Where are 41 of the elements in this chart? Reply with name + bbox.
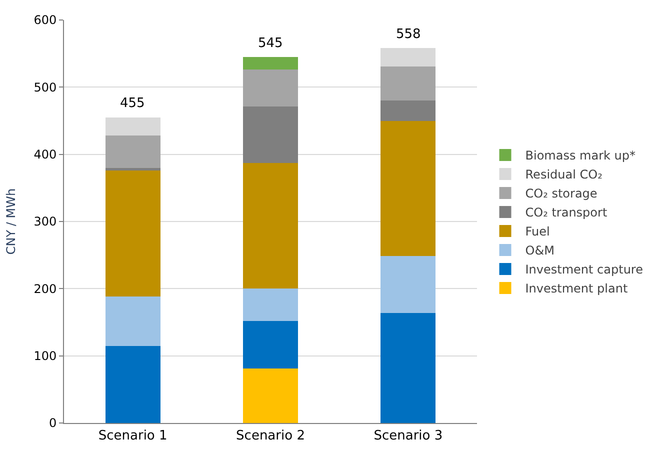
y-tick-label: 200 bbox=[34, 282, 57, 296]
bar bbox=[105, 136, 160, 168]
bar bbox=[105, 117, 160, 136]
y-tick-label: 500 bbox=[34, 80, 57, 94]
y-tick-label: 300 bbox=[34, 214, 57, 229]
bar bbox=[242, 163, 298, 289]
bar bbox=[105, 296, 160, 346]
bar bbox=[242, 368, 298, 423]
legend-label: O&M bbox=[525, 244, 554, 258]
bar bbox=[105, 346, 160, 423]
y-tick-label: 600 bbox=[34, 13, 57, 28]
bar bbox=[380, 66, 436, 101]
bar bbox=[105, 168, 160, 170]
total-label: 455 bbox=[120, 96, 145, 111]
legend-label: CO₂ storage bbox=[525, 186, 598, 201]
total-label: 545 bbox=[258, 36, 283, 51]
bar bbox=[380, 100, 436, 121]
x-tick-label: Scenario 2 bbox=[236, 428, 305, 444]
legend-label: Biomass mark up* bbox=[525, 148, 636, 163]
y-tick-label: 0 bbox=[48, 416, 57, 430]
legend-label: CO₂ transport bbox=[525, 206, 608, 220]
legend-label: Residual CO₂ bbox=[525, 168, 603, 182]
bar bbox=[380, 120, 436, 256]
y-axis-title: CNY / MWh bbox=[4, 188, 18, 255]
y-tick-label: 400 bbox=[34, 148, 57, 162]
bar bbox=[242, 106, 298, 164]
x-tick-label: Scenario 3 bbox=[374, 428, 443, 444]
bar bbox=[105, 170, 160, 297]
bar bbox=[242, 320, 298, 369]
x-tick-label: Scenario 1 bbox=[98, 428, 168, 444]
total-label: 558 bbox=[396, 27, 421, 42]
y-tick-label: 100 bbox=[34, 349, 57, 364]
bar bbox=[242, 288, 298, 321]
legend-label: Fuel bbox=[525, 224, 550, 239]
legend-label: Investment plant bbox=[525, 282, 628, 296]
bar bbox=[380, 48, 436, 66]
bar bbox=[242, 70, 298, 107]
bar bbox=[380, 312, 436, 423]
bar bbox=[242, 56, 298, 70]
bar bbox=[380, 256, 436, 313]
legend-label: Investment capture bbox=[525, 262, 643, 277]
